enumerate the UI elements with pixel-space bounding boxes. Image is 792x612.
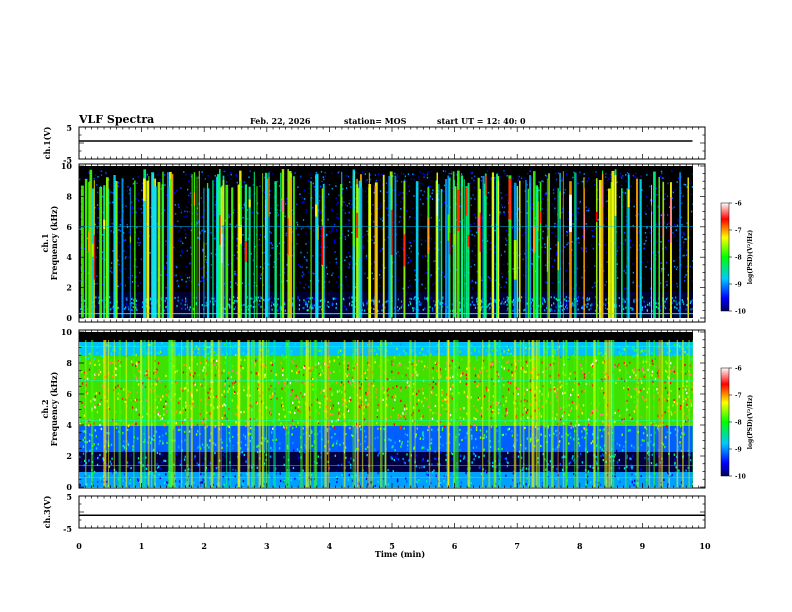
colorbar-tick-label: -9 <box>735 447 742 454</box>
y-tick-label: 2 <box>66 451 72 461</box>
y-tick-label: 4 <box>66 252 72 262</box>
x-tick-label: 6 <box>452 541 458 551</box>
y-tick-label: 2 <box>66 283 72 293</box>
chart-title: VLF Spectra <box>79 113 155 126</box>
y-tick-label: 0 <box>66 313 72 323</box>
ch1-colorbar-label: log(PSD)(V²/Hz) <box>747 230 754 285</box>
x-tick-label: 3 <box>264 541 270 551</box>
colorbar-tick-label: -7 <box>735 228 742 235</box>
colorbar-tick-label: -10 <box>735 474 746 481</box>
y-tick-label: 10 <box>61 327 73 337</box>
y-tick-label: 10 <box>61 161 73 171</box>
ch1-colorbar: log(PSD)(V²/Hz) -6 -7 -8 -9 -10 <box>720 201 754 316</box>
colorbar-tick-label: -8 <box>735 255 742 262</box>
ch2-colorbar-label: log(PSD)(V²/Hz) <box>747 395 754 450</box>
colorbar-tick-label: -6 <box>735 201 742 208</box>
colorbar-tick-label: -10 <box>735 309 746 316</box>
date-label: Feb. 22, 2026 <box>250 116 311 126</box>
x-tick-label: 9 <box>640 541 646 551</box>
y-tick-label: 6 <box>66 222 72 232</box>
y-tick-label: -5 <box>63 155 72 165</box>
station-label: station= MOS <box>344 116 407 126</box>
y-tick-label: 4 <box>66 420 72 430</box>
x-tick-label: 10 <box>699 541 711 551</box>
ch1-spectrogram-ylabel-line2: Frequency (kHz) <box>49 205 59 280</box>
y-tick-label: 8 <box>66 358 72 368</box>
ch2-spectrogram-ylabel-line2: Frequency (kHz) <box>49 371 59 446</box>
x-tick-label: 1 <box>139 541 145 551</box>
x-axis-label: Time (min) <box>375 549 425 559</box>
y-tick-label: 5 <box>66 123 72 133</box>
start-ut-label: start UT = 12: 40: 0 <box>437 116 526 126</box>
y-tick-label: 6 <box>66 389 72 399</box>
colorbar-tick-label: -6 <box>735 366 742 373</box>
colorbar-tick-label: -7 <box>735 393 742 400</box>
ch1-spectrogram-panel <box>78 163 706 323</box>
axis-ticks: 0 1 2 3 4 5 6 7 8 9 10 5 -5 5 -5 0 2 4 6 8 10 0 2 4 6 8 10 <box>61 123 711 551</box>
ch1-spectrogram-image <box>79 169 693 318</box>
y-tick-label: 0 <box>66 482 72 492</box>
colorbar-tick-label: -9 <box>735 282 742 289</box>
x-tick-label: 5 <box>389 541 395 551</box>
x-tick-label: 2 <box>201 541 207 551</box>
x-tick-label: 7 <box>514 541 520 551</box>
colorbar-tick-label: -8 <box>735 420 742 427</box>
ch3-waveform-ylabel: ch.3(V) <box>42 495 52 528</box>
x-tick-label: 4 <box>327 541 333 551</box>
x-tick-label: 8 <box>577 541 583 551</box>
ch2-spectrogram-ylabel-line1: ch.2 <box>40 399 50 418</box>
y-tick-label: -5 <box>63 524 72 534</box>
x-tick-label: 0 <box>76 541 82 551</box>
ch2-colorbar: log(PSD)(V²/Hz) -6 -7 -8 -9 -10 <box>720 366 754 481</box>
y-tick-label: 5 <box>66 492 72 502</box>
ch2-spectrogram-panel <box>78 329 706 489</box>
ch1-spectrogram-ylabel-line1: ch.1 <box>40 233 50 252</box>
ch2-spectrogram-image <box>79 332 693 487</box>
ch1-waveform-ylabel: ch.1(V) <box>42 126 52 159</box>
y-tick-label: 8 <box>66 191 72 201</box>
